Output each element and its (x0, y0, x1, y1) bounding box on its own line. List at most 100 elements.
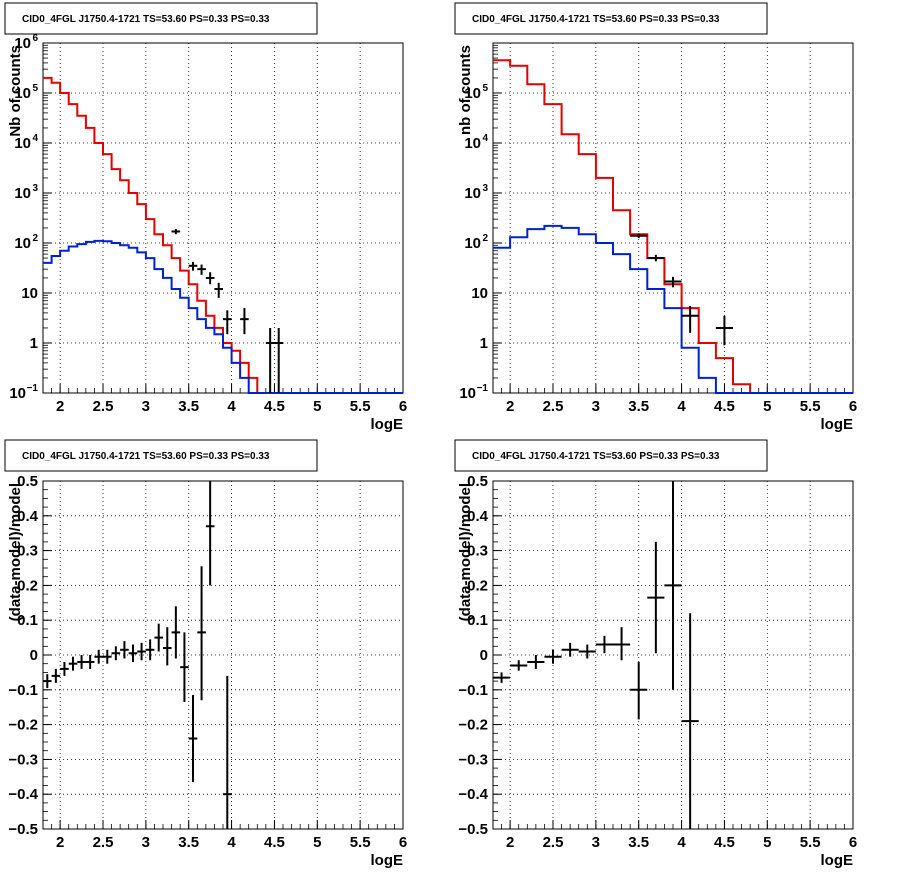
y-axis-label: nb of counts (457, 45, 474, 135)
y-tick-label: 0.2 (17, 577, 38, 594)
y-tick-label: 10 (14, 35, 31, 52)
data-point (510, 660, 528, 671)
x-tick-label: 5 (763, 834, 771, 851)
x-tick-label: 2.5 (543, 834, 564, 851)
x-tick-label: 2 (506, 834, 514, 851)
y-tick-label: −0.5 (8, 821, 38, 838)
y-tick-exponent: 5 (32, 83, 38, 94)
y-tick-exponent: 4 (482, 133, 488, 144)
y-tick-label: 0.3 (467, 543, 488, 560)
data-point (51, 668, 61, 683)
residual-panel-left: CID0_4FGL J1750.4-1721 TS=53.60 PS=0.33 … (4, 439, 407, 869)
y-tick-label: −0.1 (458, 682, 488, 699)
y-tick-label: 10 (459, 385, 476, 402)
x-tick-label: 3 (592, 834, 600, 851)
data-point (43, 674, 52, 689)
data-point (163, 627, 172, 666)
x-axis-label: logE (821, 416, 854, 433)
y-tick-label: 0.2 (467, 577, 488, 594)
data-point (715, 315, 733, 346)
data-point (60, 661, 69, 676)
y-tick-label: −0.3 (458, 751, 488, 768)
x-tick-label: 6 (399, 398, 407, 415)
counts-panel-left: CID0_4FGL J1750.4-1721 TS=53.60 PS=0.33 … (4, 2, 407, 433)
title-box (4, 439, 318, 472)
x-tick-label: 4.5 (714, 398, 735, 415)
y-tick-label: −0.4 (8, 786, 38, 803)
histogram-series-1 (493, 224, 853, 394)
x-tick-label: 6 (399, 834, 407, 851)
title-box (454, 439, 768, 472)
data-point (145, 639, 155, 661)
data-point (85, 655, 95, 669)
data-point (578, 644, 596, 659)
data-point (681, 613, 699, 829)
data-point (205, 481, 215, 586)
x-tick-label: 4 (677, 398, 686, 415)
plot-title: CID0_4FGL J1750.4-1721 TS=53.60 PS=0.33 … (22, 451, 270, 462)
y-tick-label: 10 (464, 85, 481, 102)
y-tick-exponent: −1 (477, 383, 489, 394)
data-point (544, 649, 562, 664)
data-point (103, 649, 112, 664)
x-axis-label: logE (821, 852, 854, 869)
data-point (647, 254, 665, 262)
plot-title: CID0_4FGL J1750.4-1721 TS=53.60 PS=0.33 … (22, 14, 270, 25)
y-tick-exponent: 2 (482, 233, 488, 244)
x-tick-label: 3 (142, 834, 150, 851)
y-tick-label: 10 (471, 285, 488, 302)
x-tick-label: 4.5 (264, 398, 285, 415)
data-point (128, 644, 138, 662)
x-tick-label: 5 (313, 834, 321, 851)
data-point (493, 672, 511, 683)
x-tick-label: 3.5 (628, 398, 649, 415)
residual-panel-right: CID0_4FGL J1750.4-1721 TS=53.60 PS=0.33 … (454, 439, 857, 869)
data-point (171, 606, 181, 659)
data-point (630, 661, 648, 720)
x-tick-label: 5.5 (800, 834, 821, 851)
y-tick-label: 0.4 (17, 508, 39, 525)
data-point (223, 675, 232, 829)
x-tick-label: 3 (592, 398, 600, 415)
data-point (223, 310, 232, 335)
y-axis-label: Nb of counts (7, 45, 24, 137)
y-tick-label: 10 (464, 235, 481, 252)
data-point (561, 642, 579, 657)
data-point (681, 305, 699, 333)
x-axis-label: logE (371, 852, 404, 869)
x-tick-label: 5 (313, 398, 321, 415)
y-tick-label: 10 (14, 185, 31, 202)
y-tick-label: 10 (21, 285, 38, 302)
y-tick-label: 0 (480, 647, 488, 664)
data-point (120, 641, 129, 659)
y-tick-exponent: 5 (482, 83, 488, 94)
y-tick-label: 10 (9, 385, 26, 402)
x-tick-label: 3 (142, 398, 150, 415)
x-tick-label: 2 (56, 834, 64, 851)
y-tick-label: 0 (30, 647, 38, 664)
data-point (154, 623, 163, 652)
x-tick-label: 3.5 (178, 398, 199, 415)
y-tick-exponent: −1 (27, 383, 39, 394)
y-tick-label: 10 (14, 85, 31, 102)
x-tick-label: 2 (506, 398, 514, 415)
x-tick-label: 4 (227, 834, 236, 851)
y-tick-exponent: 3 (482, 183, 488, 194)
x-tick-label: 6 (849, 834, 857, 851)
data-point (595, 635, 613, 654)
y-tick-exponent: 2 (32, 233, 38, 244)
y-tick-label: 0.5 (467, 473, 488, 490)
plot-title: CID0_4FGL J1750.4-1721 TS=53.60 PS=0.33 … (472, 14, 720, 25)
data-point (94, 649, 103, 664)
y-tick-label: −0.1 (8, 682, 38, 699)
x-tick-label: 2.5 (93, 834, 114, 851)
histogram-series-1 (43, 239, 403, 394)
data-point (630, 233, 648, 239)
title-box (4, 2, 318, 35)
y-tick-exponent: 3 (32, 183, 38, 194)
counts-panel-right: CID0_4FGL J1750.4-1721 TS=53.60 PS=0.33 … (454, 2, 857, 433)
data-point (274, 327, 283, 393)
y-tick-label: 0.3 (17, 543, 38, 560)
x-axis-label: logE (371, 416, 404, 433)
